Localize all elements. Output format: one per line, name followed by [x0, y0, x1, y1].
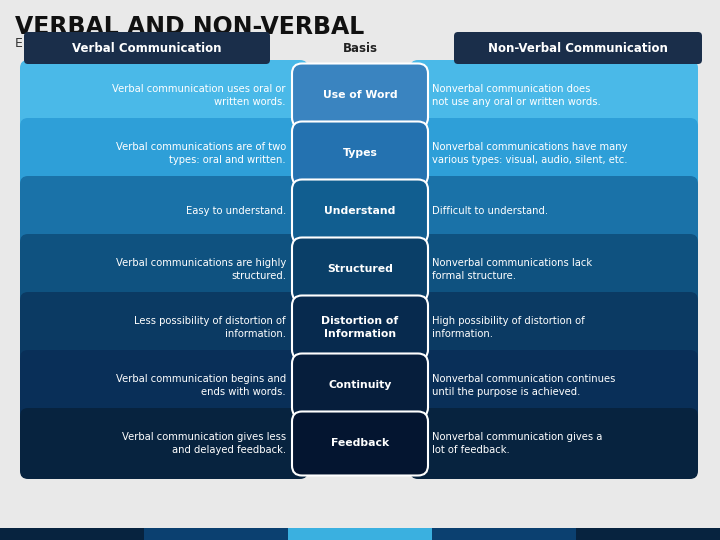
FancyBboxPatch shape: [24, 32, 270, 64]
FancyBboxPatch shape: [298, 93, 304, 98]
FancyBboxPatch shape: [410, 350, 698, 421]
Text: Difficult to understand.: Difficult to understand.: [432, 206, 548, 217]
FancyBboxPatch shape: [410, 234, 698, 305]
Text: Nonverbal communications have many
various types: visual, audio, silent, etc.: Nonverbal communications have many vario…: [432, 143, 628, 165]
FancyBboxPatch shape: [416, 93, 420, 98]
FancyBboxPatch shape: [20, 176, 308, 247]
Text: Distortion of
Information: Distortion of Information: [321, 316, 399, 339]
FancyBboxPatch shape: [20, 408, 308, 479]
FancyBboxPatch shape: [292, 122, 428, 186]
FancyBboxPatch shape: [298, 325, 304, 330]
Text: Structured: Structured: [327, 265, 393, 274]
FancyBboxPatch shape: [416, 209, 420, 214]
Text: Enter your sub headline here: Enter your sub headline here: [15, 37, 197, 50]
Text: Verbal communication uses oral or
written words.: Verbal communication uses oral or writte…: [112, 84, 286, 107]
Text: High possibility of distortion of
information.: High possibility of distortion of inform…: [432, 316, 585, 339]
Text: Verbal communication begins and
ends with words.: Verbal communication begins and ends wit…: [116, 374, 286, 397]
FancyBboxPatch shape: [416, 383, 420, 388]
FancyBboxPatch shape: [292, 411, 428, 476]
FancyBboxPatch shape: [410, 292, 698, 363]
FancyBboxPatch shape: [0, 528, 720, 540]
FancyBboxPatch shape: [20, 60, 308, 131]
Text: Less possibility of distortion of
information.: Less possibility of distortion of inform…: [135, 316, 286, 339]
Text: Nonverbal communications lack
formal structure.: Nonverbal communications lack formal str…: [432, 258, 592, 281]
Text: Use of Word: Use of Word: [323, 91, 397, 100]
Text: Non-Verbal Communication: Non-Verbal Communication: [488, 42, 668, 55]
FancyBboxPatch shape: [20, 118, 308, 189]
Text: Nonverbal communication gives a
lot of feedback.: Nonverbal communication gives a lot of f…: [432, 433, 603, 455]
FancyBboxPatch shape: [288, 528, 433, 540]
FancyBboxPatch shape: [410, 176, 698, 247]
FancyBboxPatch shape: [410, 60, 698, 131]
FancyBboxPatch shape: [576, 528, 720, 540]
Text: Feedback: Feedback: [331, 438, 389, 449]
FancyBboxPatch shape: [20, 350, 308, 421]
FancyBboxPatch shape: [298, 151, 304, 156]
Text: Basis: Basis: [343, 42, 377, 55]
FancyBboxPatch shape: [416, 151, 420, 156]
Text: Understand: Understand: [324, 206, 396, 217]
FancyBboxPatch shape: [292, 238, 428, 301]
FancyBboxPatch shape: [292, 295, 428, 360]
Text: Continuity: Continuity: [328, 381, 392, 390]
Text: Types: Types: [343, 148, 377, 159]
Text: Nonverbal communication continues
until the purpose is achieved.: Nonverbal communication continues until …: [432, 374, 616, 397]
FancyBboxPatch shape: [292, 179, 428, 244]
FancyBboxPatch shape: [292, 354, 428, 417]
Text: Easy to understand.: Easy to understand.: [186, 206, 286, 217]
FancyBboxPatch shape: [410, 118, 698, 189]
Text: Verbal communications are highly
structured.: Verbal communications are highly structu…: [116, 258, 286, 281]
FancyBboxPatch shape: [416, 441, 420, 446]
FancyBboxPatch shape: [454, 32, 702, 64]
FancyBboxPatch shape: [432, 528, 577, 540]
FancyBboxPatch shape: [410, 408, 698, 479]
FancyBboxPatch shape: [416, 267, 420, 272]
FancyBboxPatch shape: [298, 383, 304, 388]
FancyBboxPatch shape: [20, 234, 308, 305]
FancyBboxPatch shape: [416, 325, 420, 330]
FancyBboxPatch shape: [20, 292, 308, 363]
Text: Verbal communication gives less
and delayed feedback.: Verbal communication gives less and dela…: [122, 433, 286, 455]
Text: Nonverbal communication does
not use any oral or written words.: Nonverbal communication does not use any…: [432, 84, 600, 107]
FancyBboxPatch shape: [144, 528, 289, 540]
FancyBboxPatch shape: [298, 441, 304, 446]
Text: Verbal Communication: Verbal Communication: [72, 42, 222, 55]
FancyBboxPatch shape: [298, 267, 304, 272]
FancyBboxPatch shape: [0, 528, 145, 540]
FancyBboxPatch shape: [298, 209, 304, 214]
FancyBboxPatch shape: [292, 64, 428, 127]
Text: VERBAL AND NON-VERBAL: VERBAL AND NON-VERBAL: [15, 15, 364, 39]
Text: Verbal communications are of two
types: oral and written.: Verbal communications are of two types: …: [116, 143, 286, 165]
